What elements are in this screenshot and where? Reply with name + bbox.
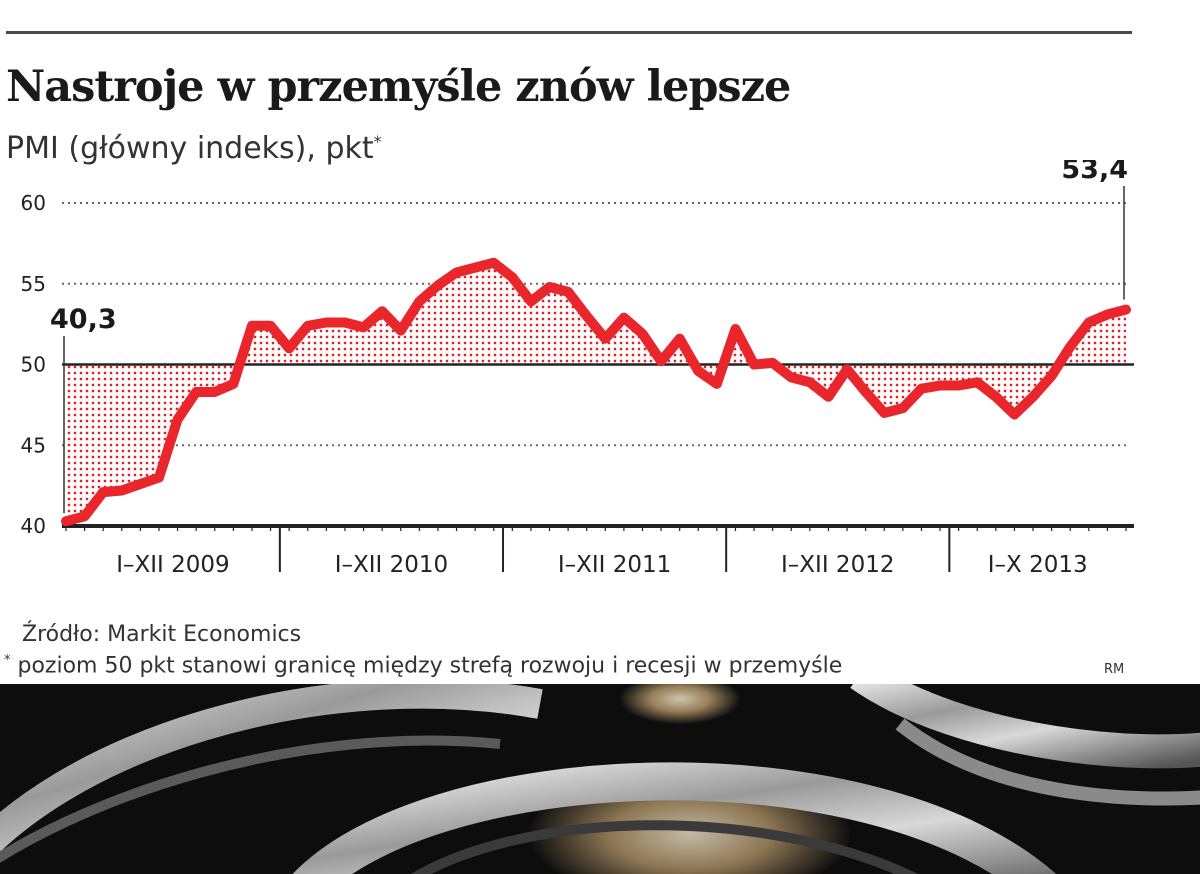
x-group-label: I–XII 2012 xyxy=(781,552,894,578)
footnote-text: poziom 50 pkt stanowi granicę między str… xyxy=(17,653,843,679)
chart-title: Nastroje w przemyśle znów lepsze xyxy=(6,62,791,112)
y-tick-label: 55 xyxy=(21,272,46,296)
pmi-series-line xyxy=(61,257,1131,527)
last-value-label: 53,4 xyxy=(1061,160,1128,185)
y-tick-label: 50 xyxy=(21,353,46,377)
label-layer: 40,3 53,4 xyxy=(50,160,1128,514)
x-group-label: I–X 2013 xyxy=(988,552,1088,578)
x-group-label: I–XII 2010 xyxy=(335,552,448,578)
line-layer xyxy=(61,257,1131,527)
y-tick-label: 45 xyxy=(21,433,46,457)
chart-subtitle: PMI (główny indeks), pkt* xyxy=(6,131,382,166)
source-note: Źródło: Markit Economics xyxy=(22,622,302,647)
grid-layer xyxy=(62,202,1130,447)
subtitle-text: PMI (główny indeks), pkt xyxy=(6,131,374,166)
footnote-marker: * xyxy=(4,653,11,668)
steel-coils-photo xyxy=(0,684,1200,874)
pmi-chart: 60 55 50 45 40 I–XII 2009 I–XII 2010 I–XII 2011… xyxy=(21,160,1134,578)
footnote: * poziom 50 pkt stanowi granicę między s… xyxy=(4,653,842,678)
top-rule xyxy=(6,31,1132,34)
first-value-label: 40,3 xyxy=(50,304,117,335)
y-tick-label: 40 xyxy=(21,514,46,538)
author-initials: RM xyxy=(1104,662,1125,677)
x-group-label: I–XII 2009 xyxy=(116,552,229,578)
subtitle-marker: * xyxy=(373,132,382,151)
x-group-label: I–XII 2011 xyxy=(558,552,671,578)
y-tick-label: 60 xyxy=(21,191,46,215)
axis-layer: 60 55 50 45 40 I–XII 2009 I–XII 2010 I–XII 2011… xyxy=(21,191,1134,578)
